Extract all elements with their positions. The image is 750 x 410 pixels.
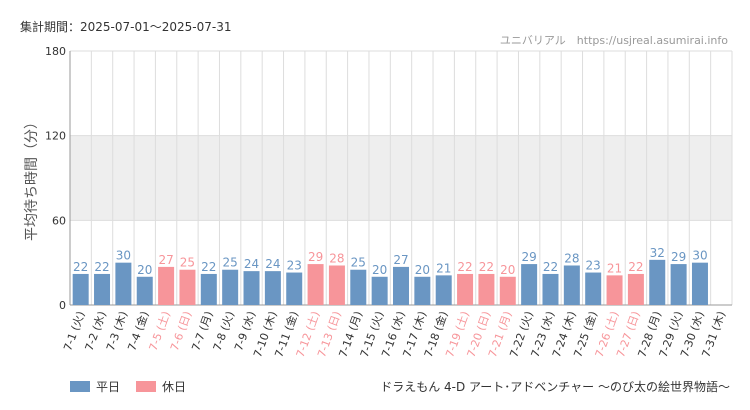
period-text: 集計期間：2025-07-01～2025-07-31 [20,20,232,34]
y-tick-label: 180 [45,45,66,58]
y-tick-label: 60 [52,214,66,227]
bar [435,275,452,305]
bar-value-label: 24 [265,257,280,271]
bar [179,269,196,305]
bar [286,272,303,305]
bar-value-label: 20 [415,263,430,277]
bar [521,264,538,305]
bar [243,271,260,305]
legend-label-weekday: 平日 [96,380,121,394]
bar-value-label: 27 [158,253,173,267]
bar [264,271,281,305]
bar [350,269,367,305]
bar [414,276,431,305]
bar [158,266,175,305]
bar-value-label: 29 [521,250,536,264]
bar-value-label: 30 [692,249,707,263]
bar-value-label: 28 [564,251,579,265]
bar-value-label: 23 [287,259,302,273]
bar-value-label: 24 [244,257,259,271]
bar-value-label: 28 [329,251,344,265]
bar [691,262,708,305]
legend-label-holiday: 休日 [162,380,187,394]
bar [328,265,345,305]
legend-item-weekday: 平日 [70,378,120,395]
bar [627,273,644,305]
bar-value-label: 22 [73,260,88,274]
bar [649,259,666,305]
bar [478,273,495,305]
bar-value-label: 20 [137,263,152,277]
attraction-name: ドラえもん 4-D アート･アドベンチャー ～のび太の絵世界物語～ [380,380,730,394]
bar-value-label: 32 [650,246,665,260]
bar-value-label: 25 [223,256,238,270]
bar [563,265,580,305]
bar [670,264,687,305]
bar-value-label: 22 [543,260,558,274]
bar [94,273,111,305]
bar [136,276,153,305]
bar [606,275,623,305]
bar [222,269,239,305]
bar [393,266,409,305]
legend: 平日 休日 [70,378,186,395]
bar-value-label: 25 [351,256,366,270]
bar-value-label: 25 [180,256,195,270]
highlight-band [70,135,732,221]
bar [115,262,132,305]
y-tick-label: 120 [45,130,66,143]
bar-value-label: 22 [201,260,216,274]
bar [499,276,516,305]
bar-value-label: 22 [628,260,643,274]
bar-value-label: 22 [479,260,494,274]
bar [200,273,217,305]
bar-value-label: 20 [500,263,515,277]
y-axis-title: 平均待ち時間（分） [24,115,40,241]
bar [371,276,388,305]
bar [72,273,89,305]
bar-value-label: 29 [671,250,686,264]
bar-value-label: 22 [94,260,109,274]
bar-value-label: 23 [586,259,601,273]
y-tick-label: 0 [59,299,66,312]
bar-value-label: 27 [393,253,408,267]
legend-swatch-holiday [136,381,157,392]
bar [457,273,474,305]
bar [542,273,559,305]
bar [585,272,602,305]
bar-value-label: 22 [457,260,472,274]
site-credit: ユニバリアル https://usjreal.asumirai.info [499,34,728,47]
bar-value-label: 21 [607,261,622,275]
legend-item-holiday: 休日 [136,378,186,395]
bar-value-label: 20 [372,263,387,277]
bar-value-label: 21 [436,261,451,275]
bar-value-label: 29 [308,250,323,264]
legend-swatch-weekday [70,381,90,392]
bar [307,264,324,305]
bar-value-label: 30 [116,249,131,263]
